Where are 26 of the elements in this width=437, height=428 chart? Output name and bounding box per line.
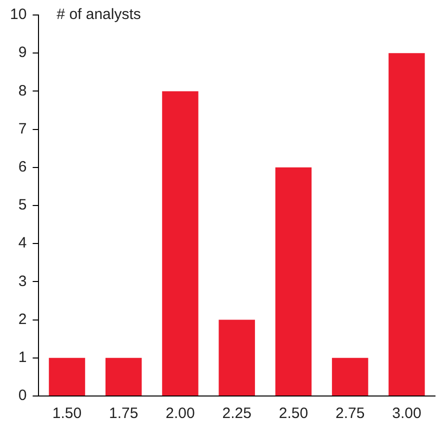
y-tick-label: 10 bbox=[10, 6, 27, 24]
y-tick-label: 1 bbox=[18, 349, 27, 366]
x-tick-label: 2.25 bbox=[222, 405, 252, 422]
y-tick-label: 7 bbox=[18, 120, 27, 138]
bar bbox=[48, 358, 86, 396]
y-tick-label: 6 bbox=[18, 158, 27, 176]
y-tick-label: 5 bbox=[18, 196, 27, 214]
y-tick-label: 8 bbox=[18, 82, 27, 100]
x-tick-label: 2.75 bbox=[335, 405, 365, 422]
y-tick-label: 0 bbox=[18, 387, 27, 404]
y-axis-title: # of analysts bbox=[56, 6, 141, 24]
bar bbox=[332, 358, 368, 396]
y-tick-label: 2 bbox=[18, 310, 27, 328]
y-tick-label: 3 bbox=[18, 272, 27, 290]
bar bbox=[388, 53, 425, 396]
x-tick-label: 3.00 bbox=[392, 405, 422, 422]
bar bbox=[275, 167, 312, 396]
x-tick-label: 2.00 bbox=[166, 405, 195, 422]
x-tick-label: 1.75 bbox=[109, 405, 138, 422]
y-tick-label: 4 bbox=[18, 234, 27, 252]
y-tick-label: 9 bbox=[18, 44, 27, 62]
bar bbox=[105, 358, 142, 396]
x-tick-label: 1.50 bbox=[52, 405, 82, 422]
x-tick-label: 2.50 bbox=[278, 405, 308, 422]
bar bbox=[218, 320, 255, 396]
bar bbox=[162, 91, 198, 396]
